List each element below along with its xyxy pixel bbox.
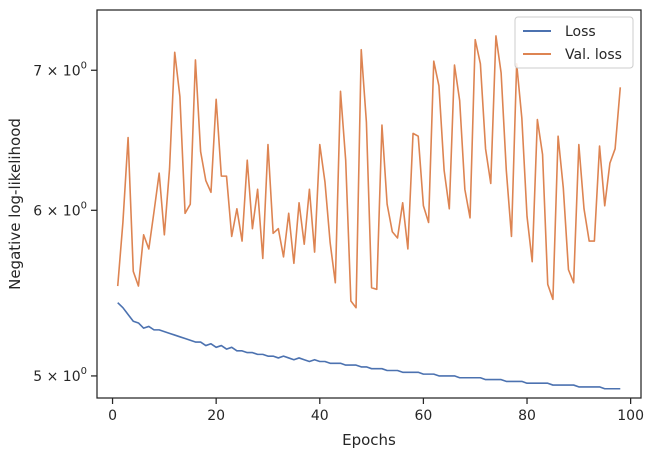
y-tick-label: 7 × 100: [33, 60, 87, 79]
series-layer: [116, 35, 622, 390]
series-line-val-loss: [116, 35, 622, 309]
x-tick-label: 40: [311, 408, 329, 424]
legend: Loss Val. loss: [514, 16, 634, 69]
x-axis-ticks: 0 20 40 60 80 100: [108, 398, 644, 424]
x-axis-label: Epochs: [342, 431, 396, 449]
y-axis-ticks: 5 × 100 6 × 100 7 × 100: [33, 60, 97, 385]
x-tick-label: 80: [518, 408, 536, 424]
plot-frame: [96, 9, 642, 399]
x-tick-label: 20: [207, 408, 225, 424]
x-tick-label: 100: [617, 408, 644, 424]
legend-label-loss: Loss: [565, 24, 596, 40]
legend-box: [514, 16, 634, 69]
x-tick-label: 0: [108, 408, 117, 424]
y-axis-label: Negative log-likelihood: [6, 118, 24, 290]
x-tick-label: 60: [414, 408, 432, 424]
y-tick-label: 6 × 100: [33, 200, 87, 219]
y-tick-label: 5 × 100: [33, 366, 87, 385]
series-line-loss: [117, 302, 621, 390]
legend-label-val-loss: Val. loss: [565, 47, 622, 63]
